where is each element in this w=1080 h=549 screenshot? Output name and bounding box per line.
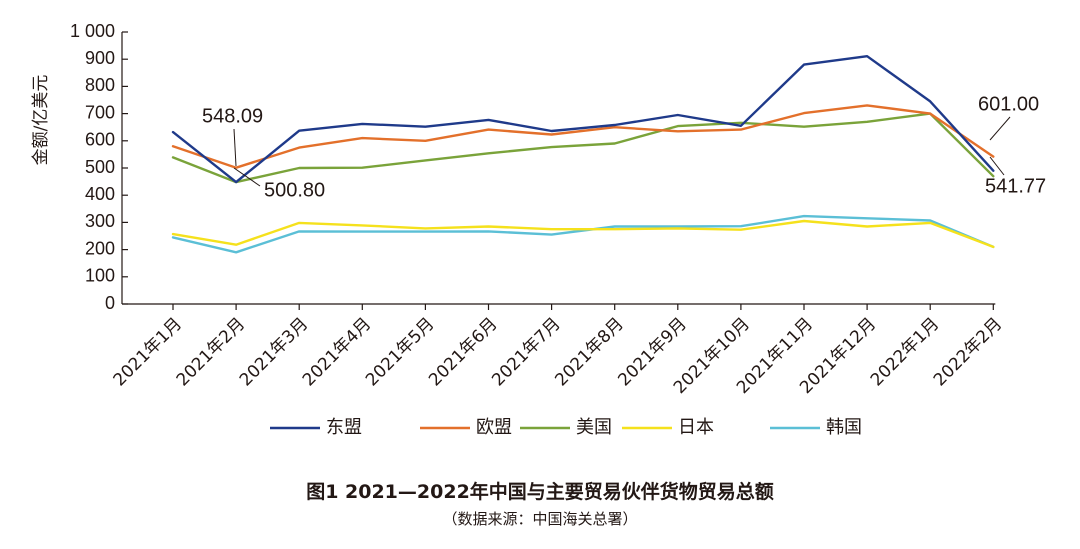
series-line-3 [171, 219, 995, 249]
y-tick-label: 900 [85, 48, 115, 68]
y-tick-label: 300 [85, 211, 115, 231]
annotation-label: 500.80 [264, 179, 325, 201]
y-tick-label: 100 [85, 266, 115, 286]
legend-label-1: 欧盟 [476, 417, 512, 438]
legend-label-3: 日本 [678, 417, 714, 438]
legend-label-2: 美国 [576, 417, 612, 438]
y-tick-label: 400 [85, 184, 115, 204]
series-line-1 [171, 104, 995, 169]
annotations: 548.09 500.80 601.00 541.77 [202, 93, 1046, 201]
y-tick-label: 600 [85, 130, 115, 150]
series-line-0 [171, 55, 995, 184]
annotation-label: 541.77 [985, 175, 1046, 197]
series-line-2 [171, 112, 995, 184]
figure-source: （数据来源：中国海关总署） [442, 510, 638, 528]
annotation-label: 601.00 [978, 93, 1039, 115]
y-tick-label: 800 [85, 75, 115, 95]
y-tick-label: 500 [85, 157, 115, 177]
y-tick-label: 200 [85, 238, 115, 258]
y-tick-label: 700 [85, 102, 115, 122]
x-axis: 2021年1月2021年2月2021年3月2021年4月2021年5月2021年… [110, 303, 1006, 398]
series-line-4 [171, 214, 995, 254]
annotation-leader [989, 156, 1005, 176]
legend-label-0: 东盟 [326, 417, 362, 438]
y-axis: 0 100 200 300 400 500 600 700 800 900 1 000 [70, 21, 128, 313]
y-tick-label: 0 [105, 293, 115, 313]
legend: 东盟 欧盟 美国 日本 韩国 [270, 417, 862, 438]
annotation-leader [233, 167, 261, 187]
y-axis-label: 金额/亿美元 [31, 75, 51, 166]
y-tick-label: 1 000 [70, 21, 115, 41]
figure-title: 图1 2021—2022年中国与主要贸易伙伴货物贸易总额 [306, 481, 774, 503]
line-chart: 金额/亿美元 0 100 200 300 400 500 600 700 800 900 1 000… [31, 21, 1046, 438]
x-tick-label: 2022年2月 [930, 314, 1006, 390]
series-lines [171, 55, 995, 254]
legend-label-4: 韩国 [826, 417, 862, 438]
annotation-leader [989, 116, 1011, 141]
annotation-label: 548.09 [202, 105, 263, 127]
annotation-leader [233, 128, 237, 167]
